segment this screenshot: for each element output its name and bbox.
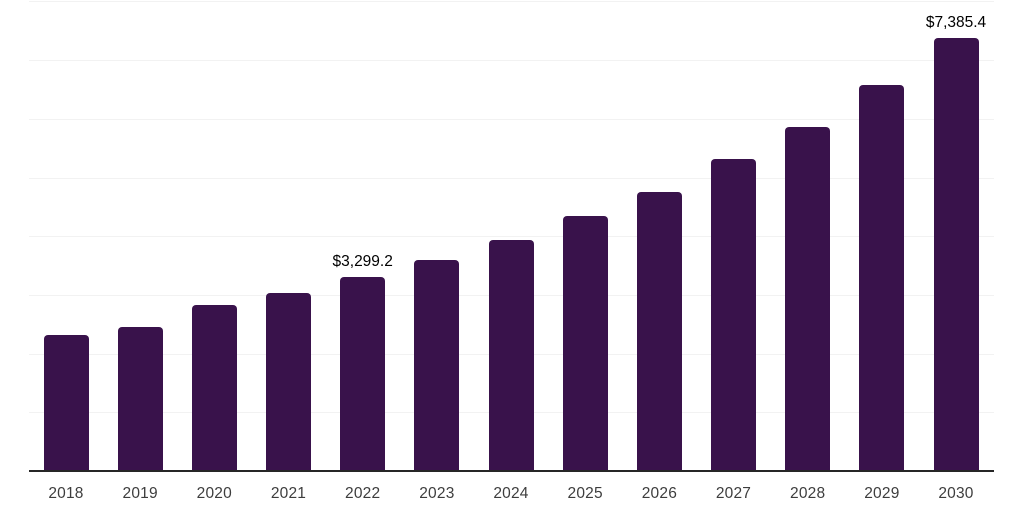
bar-2020 (191, 304, 237, 471)
bar-2024 (488, 240, 534, 471)
bar-2030 (933, 37, 979, 471)
gridline (29, 177, 994, 179)
x-axis-label-2028: 2028 (790, 485, 826, 502)
x-axis-label-2029: 2029 (864, 485, 900, 502)
data-label-2022: $3,299.2 (332, 253, 393, 271)
bar-2028 (785, 127, 831, 471)
x-axis-label-2023: 2023 (419, 485, 455, 502)
bar-2019 (117, 326, 163, 471)
gridline (29, 236, 994, 238)
x-axis-label-2020: 2020 (196, 485, 232, 502)
gridline (29, 1, 994, 3)
bar-2027 (711, 159, 756, 471)
bar-2025 (562, 215, 608, 471)
bar-2018 (43, 334, 89, 471)
bar-2022 (340, 277, 386, 471)
bar-2023 (414, 259, 460, 471)
x-axis-label-2019: 2019 (122, 485, 158, 502)
x-axis-label-2027: 2027 (715, 485, 752, 502)
gridline (29, 118, 994, 120)
x-axis-label-2022: 2022 (345, 485, 381, 502)
bar-2021 (266, 292, 311, 471)
data-label-2030: $7,385.4 (925, 13, 987, 31)
x-axis-label-2025: 2025 (567, 485, 603, 502)
x-axis-label-2030: 2030 (938, 485, 974, 502)
x-axis-line (29, 470, 994, 472)
x-axis-label-2026: 2026 (641, 485, 678, 502)
gridline (29, 60, 994, 62)
x-axis-label-2021: 2021 (270, 485, 307, 502)
x-axis-label-2024: 2024 (493, 485, 529, 502)
bar-2029 (859, 84, 905, 471)
bar-2026 (636, 191, 682, 471)
x-axis-label-2018: 2018 (48, 485, 84, 502)
